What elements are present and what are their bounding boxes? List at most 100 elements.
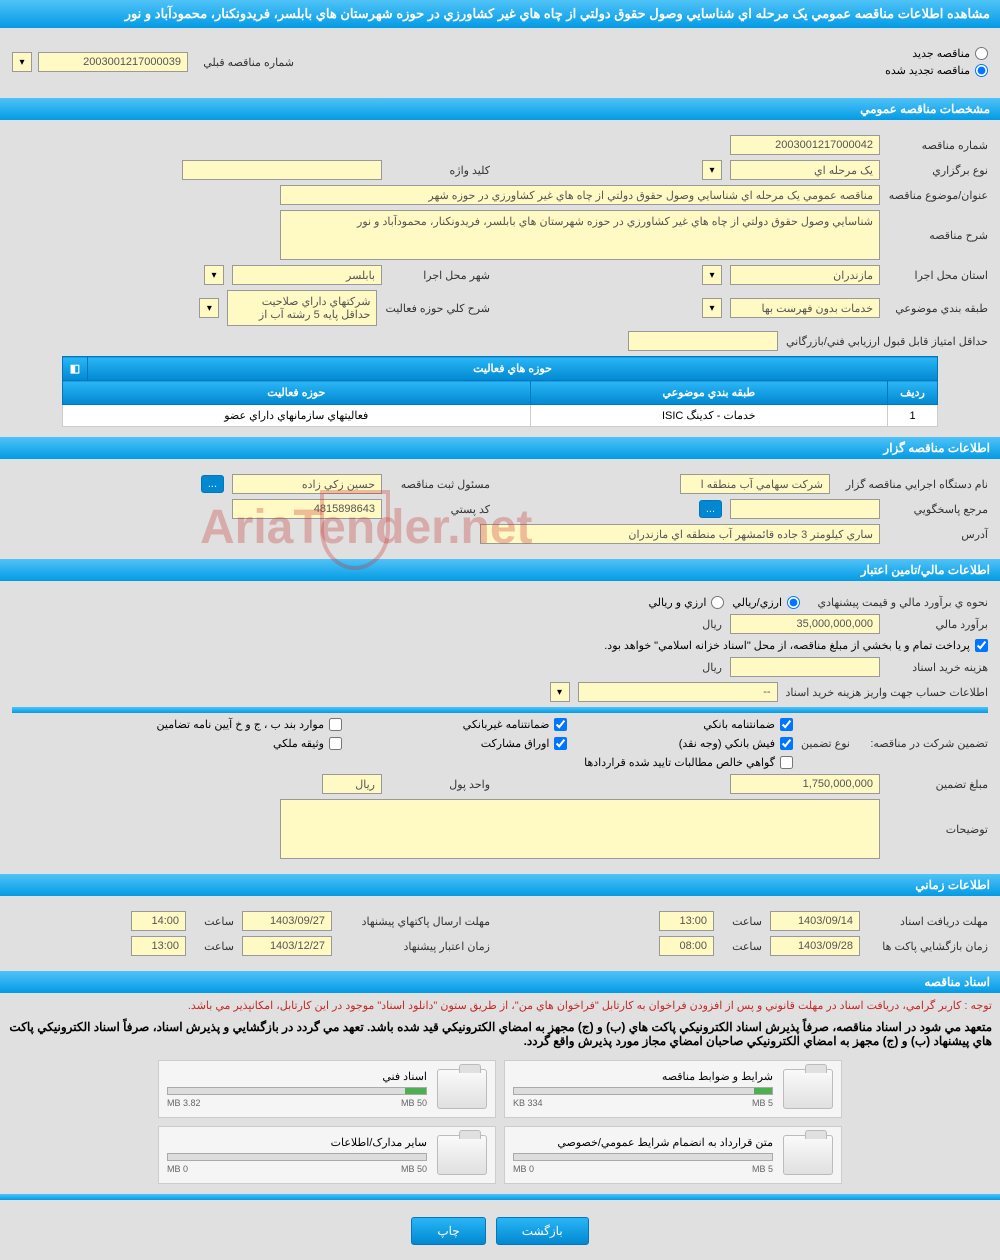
estimate-field: 35,000,000,000	[730, 614, 880, 634]
file-title: شرايط و ضوابط مناقصه	[513, 1070, 773, 1083]
estimate-label: برآورد مالي	[888, 618, 988, 631]
min-score-label: حداقل امتياز قابل قبول ارزيابي فني/بازرگ…	[786, 335, 988, 348]
validity-label: زمان اعتبار پيشنهاد	[340, 940, 490, 953]
col-activity: حوزه فعاليت	[63, 381, 531, 405]
file-box[interactable]: اسناد فني 50 MB 3.82 MB	[158, 1060, 496, 1118]
chk-regulation-items[interactable]: موارد بند ب ، ج و خ آيين نامه تضامين	[157, 718, 342, 731]
file-box[interactable]: شرايط و ضوابط مناقصه 5 MB334 KB	[504, 1060, 842, 1118]
proposal-date: 1403/09/27	[242, 911, 332, 931]
chk-property[interactable]: وثيقه ملکي	[157, 737, 342, 750]
file-title: متن قرارداد به انضمام شرايط عمومي/خصوصي	[513, 1136, 773, 1149]
activity-desc-field[interactable]: شرکتهاي داراي صلاحيت حداقل پايه 5 رشته آ…	[227, 290, 377, 326]
contact-label: مرجع پاسخگويي	[888, 503, 988, 516]
title-label: عنوان/موضوع مناقصه	[888, 189, 988, 202]
min-score-field[interactable]	[628, 331, 778, 351]
radio-renewed[interactable]: مناقصه تجديد شده	[885, 64, 988, 77]
account-field[interactable]: --	[578, 682, 778, 702]
divider	[12, 707, 988, 713]
amount-field: 1,750,000,000	[730, 774, 880, 794]
desc-field[interactable]: شناسايي وصول حقوق دولتي از چاه هاي غير ک…	[280, 210, 880, 260]
city-dropdown[interactable]: ▾	[204, 265, 224, 285]
registrar-more-button[interactable]: ...	[201, 475, 224, 493]
desc-label: شرح مناقصه	[888, 229, 988, 242]
file-used: 334 KB	[513, 1098, 543, 1108]
province-label: استان محل اجرا	[888, 269, 988, 282]
back-button[interactable]: بازگشت	[496, 1217, 589, 1245]
notes-field[interactable]	[280, 799, 880, 859]
keyword-label: کليد واژه	[390, 164, 490, 177]
category-label: طبقه بندي موضوعي	[888, 302, 988, 315]
city-label: شهر محل اجرا	[390, 269, 490, 282]
agency-label: نام دستگاه اجرايي مناقصه گزار	[838, 478, 988, 491]
file-title: ساير مدارک/اطلاعات	[167, 1136, 427, 1149]
file-box[interactable]: متن قرارداد به انضمام شرايط عمومي/خصوصي …	[504, 1126, 842, 1184]
keyword-field[interactable]	[182, 160, 382, 180]
type-dropdown[interactable]: ▾	[702, 160, 722, 180]
file-total: 5 MB	[752, 1164, 773, 1174]
address-field: ساري کيلومتر 3 جاده قائمشهر آب منطقه اي …	[480, 524, 880, 544]
section-schedule: اطلاعات زماني	[0, 874, 1000, 896]
folder-icon	[783, 1135, 833, 1175]
progress-bar	[513, 1087, 773, 1095]
contact-field[interactable]	[730, 499, 880, 519]
doc-receive-date: 1403/09/14	[770, 911, 860, 931]
method-opt1[interactable]: ارزي/ريالي	[732, 596, 800, 609]
chk-receivables[interactable]: گواهي خالص مطالبات تاييد شده قراردادها	[382, 756, 793, 769]
file-title: اسناد فني	[167, 1070, 427, 1083]
progress-bar	[513, 1153, 773, 1161]
progress-bar	[167, 1087, 427, 1095]
file-used: 0 MB	[513, 1164, 534, 1174]
activity-table: حوزه هاي فعاليت ◧ رديف طبقه بندي موضوعي …	[62, 356, 938, 427]
section-organizer: اطلاعات مناقصه گزار	[0, 437, 1000, 459]
folder-icon	[437, 1135, 487, 1175]
amount-label: مبلغ تضمين	[888, 778, 988, 791]
chk-nonbank-guarantee[interactable]: ضمانتنامه غيربانکي	[382, 718, 567, 731]
type-field[interactable]: يک مرحله اي	[730, 160, 880, 180]
postal-field: 4815898643	[232, 499, 382, 519]
agency-field: شرکت سهامي آب منطقه ا	[680, 474, 830, 494]
progress-bar	[167, 1153, 427, 1161]
proposal-label: مهلت ارسال پاکتهاي پيشنهاد	[340, 915, 490, 928]
col-category: طبقه بندي موضوعي	[530, 381, 887, 405]
province-dropdown[interactable]: ▾	[702, 265, 722, 285]
doc-receive-label: مهلت دريافت اسناد	[868, 915, 988, 928]
file-used: 0 MB	[167, 1164, 188, 1174]
radio-new[interactable]: مناقصه جديد	[885, 47, 988, 60]
method-opt2[interactable]: ارزي و ريالي	[648, 596, 724, 609]
page-title: مشاهده اطلاعات مناقصه عمومي يک مرحله اي …	[0, 0, 1000, 28]
section-general: مشخصات مناقصه عمومي	[0, 98, 1000, 120]
category-dropdown[interactable]: ▾	[702, 298, 722, 318]
number-label: شماره مناقصه	[888, 139, 988, 152]
doc-receive-time: 13:00	[659, 911, 714, 931]
category-field[interactable]: خدمات بدون فهرست بها	[730, 298, 880, 318]
payment-note-check[interactable]: پرداخت تمام و يا بخشي از مبلغ مناقصه، از…	[604, 639, 988, 652]
account-label: اطلاعات حساب جهت واريز هزينه خريد اسناد	[786, 686, 988, 699]
doc-cost-field[interactable]	[730, 657, 880, 677]
file-total: 50 MB	[401, 1098, 427, 1108]
title-field[interactable]: مناقصه عمومي يک مرحله اي شناسايي وصول حق…	[280, 185, 880, 205]
folder-icon	[783, 1069, 833, 1109]
docs-note-bold: متعهد مي شود در اسناد مناقصه، صرفاً پذير…	[0, 1016, 1000, 1052]
file-box[interactable]: ساير مدارک/اطلاعات 50 MB0 MB	[158, 1126, 496, 1184]
divider	[0, 1194, 1000, 1200]
validity-time: 13:00	[131, 936, 186, 956]
open-time: 08:00	[659, 936, 714, 956]
prev-number-dropdown[interactable]: ▾	[12, 52, 32, 72]
currency-label: ريال	[682, 618, 722, 631]
registrar-label: مسئول ثبت مناقصه	[390, 478, 490, 491]
account-dropdown[interactable]: ▾	[550, 682, 570, 702]
print-button[interactable]: چاپ	[411, 1217, 485, 1245]
col-row: رديف	[888, 381, 938, 405]
chk-bonds[interactable]: اوراق مشارکت	[382, 737, 567, 750]
province-field[interactable]: مازندران	[730, 265, 880, 285]
registrar-field: حسين زکي زاده	[232, 474, 382, 494]
activity-desc-label: شرح کلي حوزه فعاليت	[385, 302, 490, 315]
contact-more-button[interactable]: ...	[699, 500, 722, 518]
city-field[interactable]: بابلسر	[232, 265, 382, 285]
chk-bank-guarantee[interactable]: ضمانتنامه بانکي	[607, 718, 792, 731]
file-used: 3.82 MB	[167, 1098, 201, 1108]
guarantee-type-label: نوع تضمين	[801, 737, 850, 750]
activity-desc-dropdown[interactable]: ▾	[199, 298, 219, 318]
table-corner-btn[interactable]: ◧	[63, 357, 88, 381]
chk-bank-receipt[interactable]: فيش بانکي (وجه نقد)	[607, 737, 792, 750]
